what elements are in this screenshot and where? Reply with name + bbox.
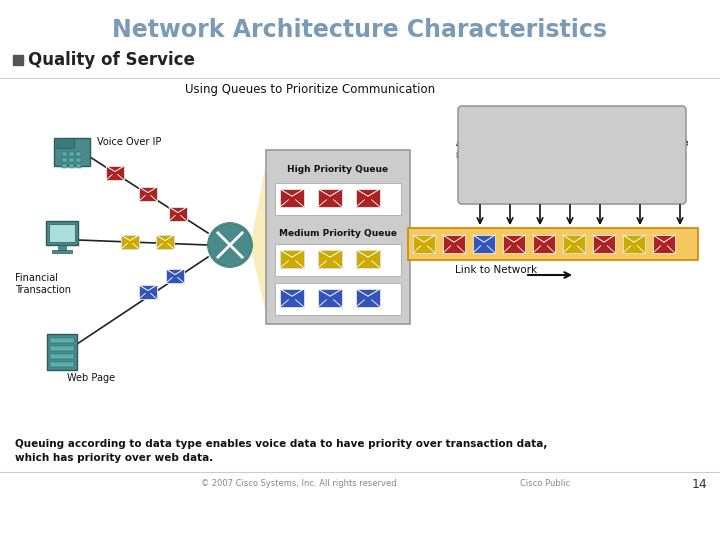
- Bar: [166, 269, 184, 283]
- Bar: [139, 285, 157, 299]
- Bar: [593, 235, 615, 253]
- Text: Financial
Transaction: Financial Transaction: [15, 273, 71, 295]
- FancyBboxPatch shape: [49, 224, 75, 242]
- Bar: [563, 235, 585, 253]
- Text: Medium Priority Queue: Medium Priority Queue: [279, 228, 397, 238]
- Bar: [280, 189, 304, 207]
- Polygon shape: [252, 152, 268, 322]
- Bar: [503, 235, 525, 253]
- Bar: [156, 235, 174, 249]
- Text: Network Architecture Characteristics: Network Architecture Characteristics: [112, 18, 608, 42]
- Text: Voice Over IP: Voice Over IP: [97, 137, 161, 147]
- Text: Low Priority Queue: Low Priority Queue: [289, 266, 387, 274]
- Bar: [52, 250, 72, 253]
- Bar: [50, 338, 74, 343]
- FancyBboxPatch shape: [275, 283, 401, 315]
- Bar: [473, 235, 495, 253]
- Bar: [68, 158, 73, 162]
- FancyBboxPatch shape: [46, 221, 78, 245]
- Bar: [106, 166, 124, 180]
- Bar: [76, 164, 81, 168]
- FancyBboxPatch shape: [54, 138, 90, 166]
- FancyBboxPatch shape: [275, 244, 401, 276]
- Bar: [413, 235, 435, 253]
- Bar: [169, 207, 187, 221]
- Bar: [280, 250, 304, 268]
- Bar: [318, 250, 342, 268]
- Bar: [68, 164, 73, 168]
- Text: All communication has some access to the
media, but higher priority communicatio: All communication has some access to the…: [456, 138, 688, 172]
- Text: Queuing according to data type enables voice data to have priority over transact: Queuing according to data type enables v…: [15, 439, 547, 449]
- Bar: [50, 346, 74, 351]
- Text: © 2007 Cisco Systems, Inc. All rights reserved.: © 2007 Cisco Systems, Inc. All rights re…: [201, 480, 399, 489]
- Bar: [50, 362, 74, 367]
- FancyBboxPatch shape: [275, 183, 401, 215]
- Bar: [356, 289, 380, 307]
- Text: Web Page: Web Page: [67, 373, 115, 383]
- Bar: [61, 152, 66, 156]
- Bar: [356, 189, 380, 207]
- FancyBboxPatch shape: [47, 334, 77, 370]
- FancyBboxPatch shape: [408, 228, 698, 260]
- Bar: [61, 158, 66, 162]
- FancyBboxPatch shape: [54, 138, 74, 148]
- Bar: [318, 189, 342, 207]
- Bar: [318, 289, 342, 307]
- Bar: [76, 158, 81, 162]
- Bar: [623, 235, 645, 253]
- Bar: [50, 354, 74, 359]
- Text: 14: 14: [692, 477, 708, 490]
- Bar: [653, 235, 675, 253]
- Bar: [280, 289, 304, 307]
- FancyBboxPatch shape: [458, 106, 686, 204]
- Text: High Priority Queue: High Priority Queue: [287, 165, 389, 174]
- FancyBboxPatch shape: [266, 150, 410, 324]
- Bar: [443, 235, 465, 253]
- Text: which has priority over web data.: which has priority over web data.: [15, 453, 213, 463]
- Bar: [139, 187, 157, 201]
- Bar: [121, 235, 139, 249]
- Bar: [58, 245, 66, 251]
- Bar: [68, 152, 73, 156]
- Text: Link to Network: Link to Network: [455, 265, 537, 275]
- Bar: [356, 250, 380, 268]
- Text: Cisco Public: Cisco Public: [520, 480, 570, 489]
- Circle shape: [208, 223, 252, 267]
- Bar: [76, 152, 81, 156]
- Bar: [61, 164, 66, 168]
- Text: Quality of Service: Quality of Service: [28, 51, 195, 69]
- Text: Using Queues to Prioritize Communication: Using Queues to Prioritize Communication: [185, 84, 435, 97]
- Bar: [533, 235, 555, 253]
